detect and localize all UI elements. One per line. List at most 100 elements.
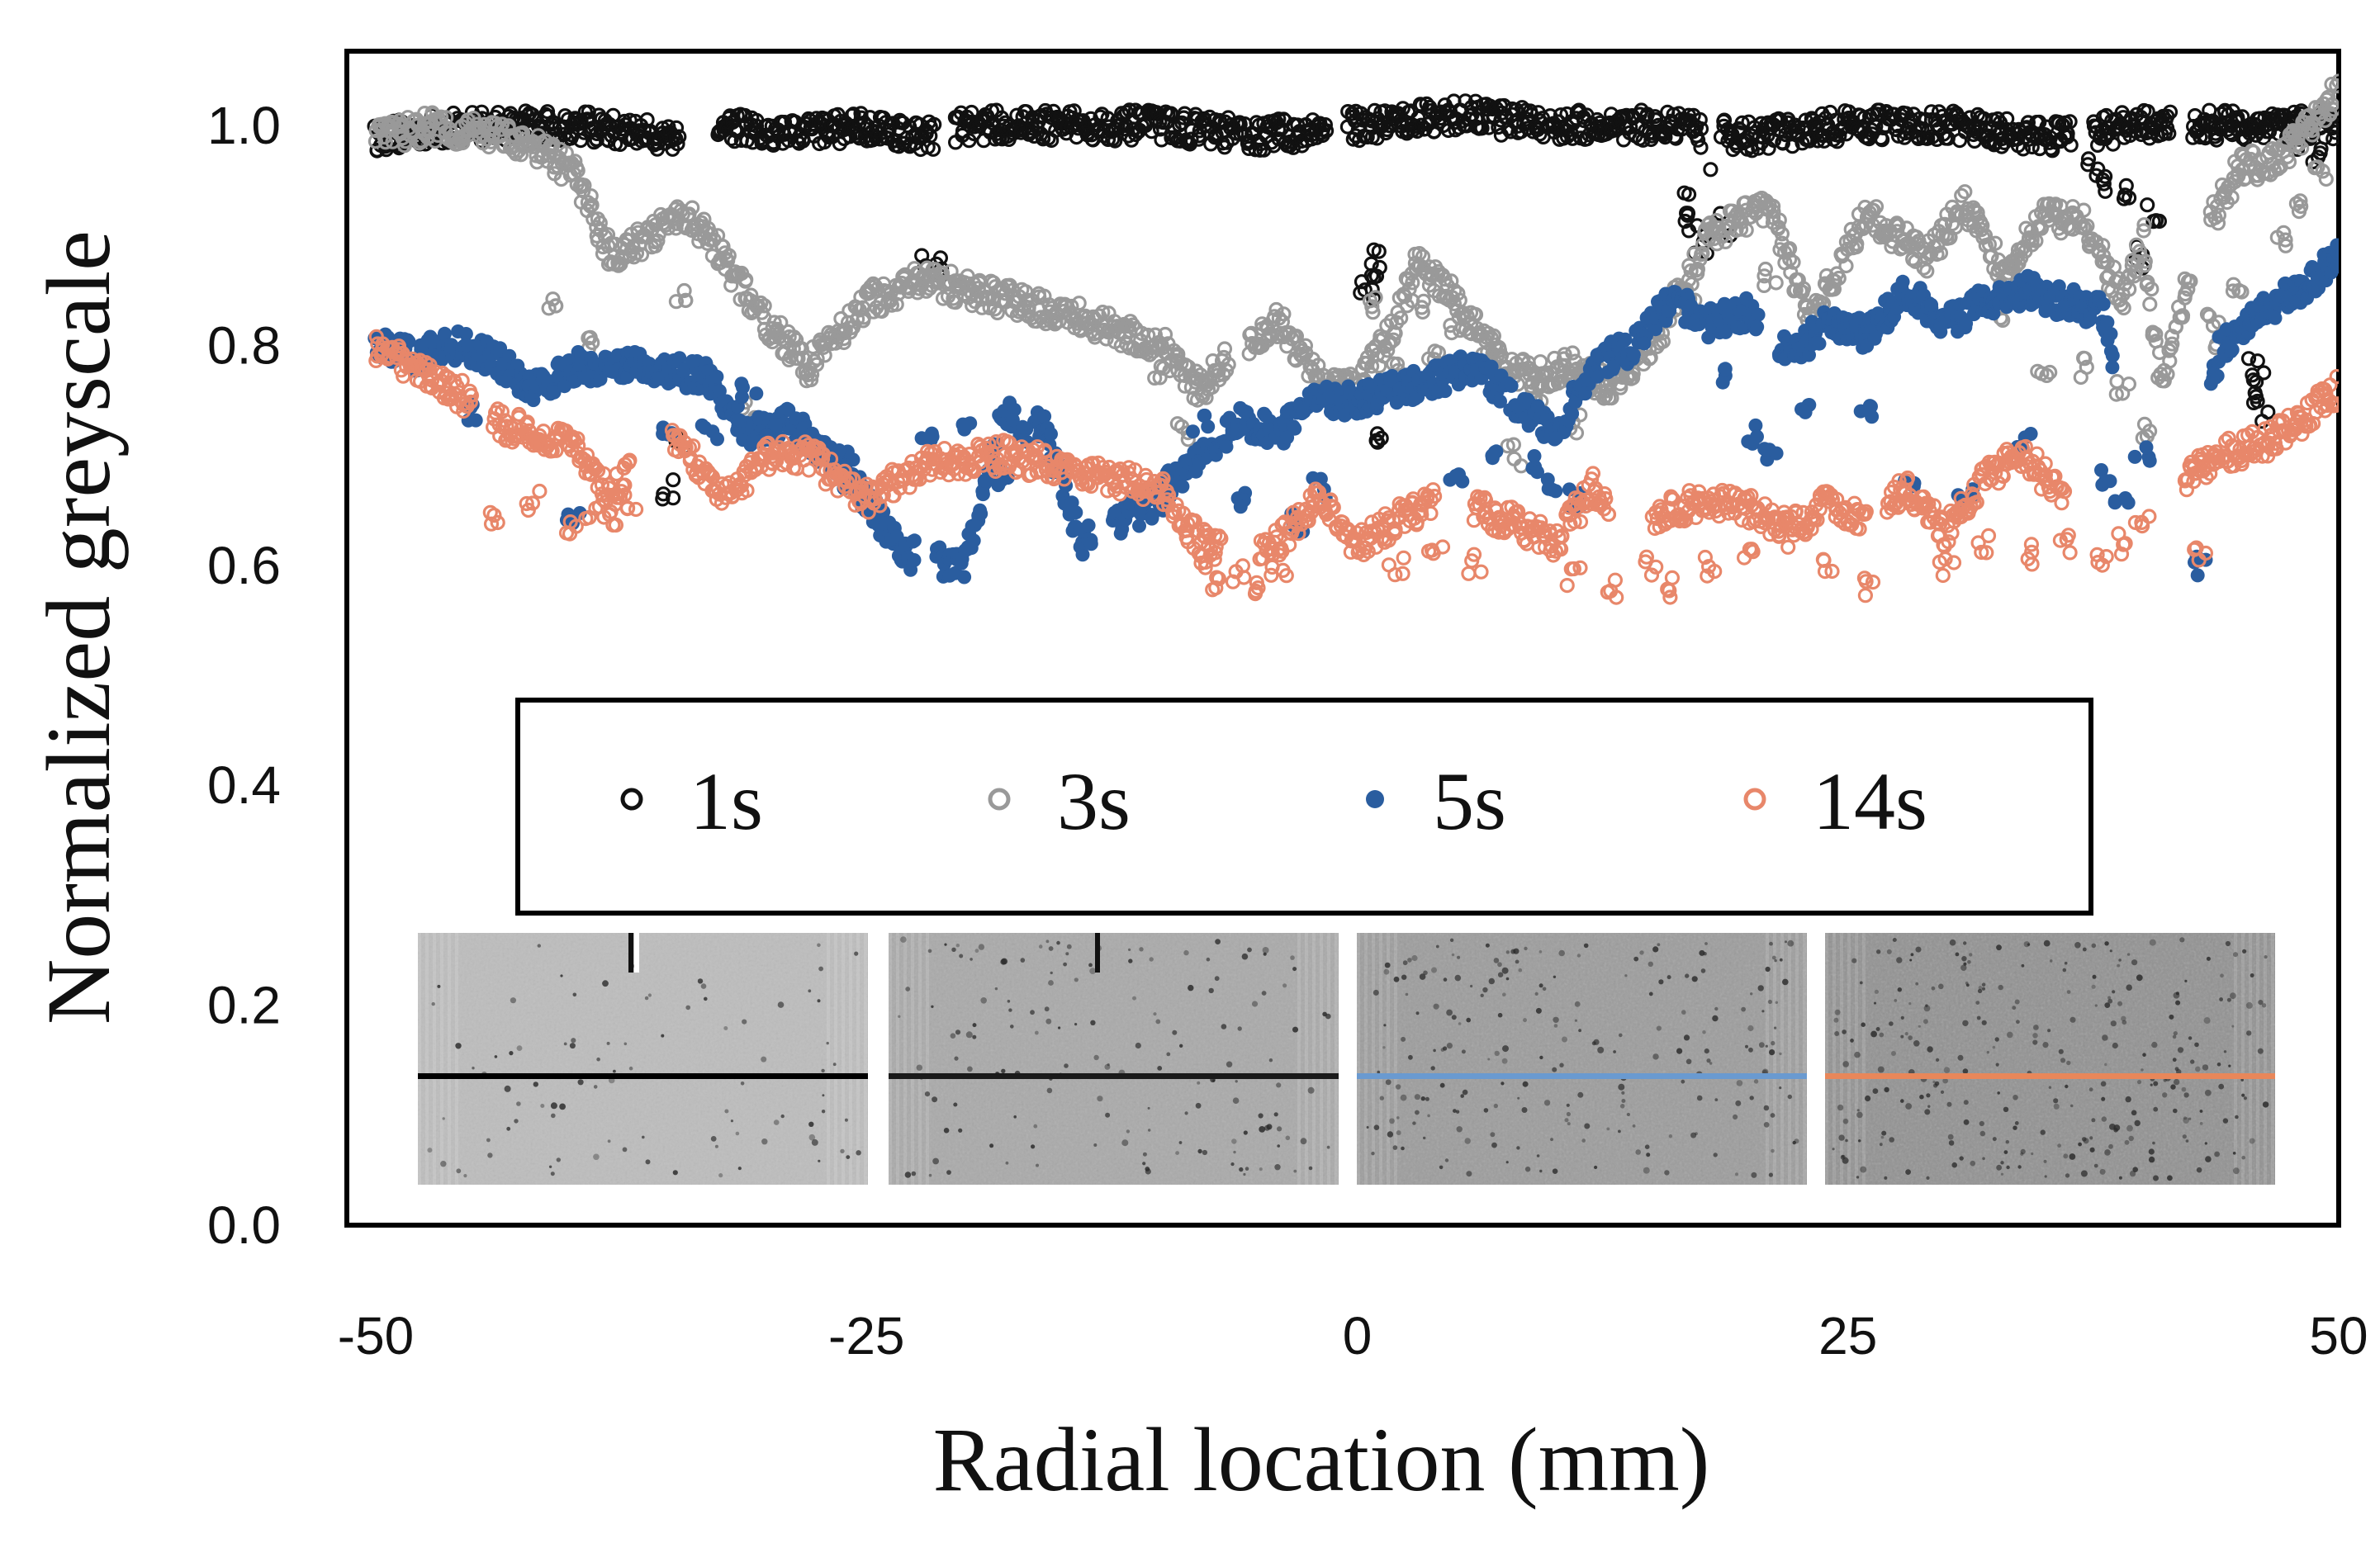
data-point <box>1681 187 1697 202</box>
data-point <box>830 106 846 122</box>
data-point <box>1233 499 1248 514</box>
data-point <box>1454 319 1470 335</box>
data-point <box>2329 259 2339 274</box>
data-point <box>1849 236 1865 252</box>
data-point <box>1015 419 1030 434</box>
data-point <box>2183 273 2198 289</box>
data-point <box>2118 177 2134 193</box>
data-point <box>2117 187 2133 203</box>
data-point <box>1716 112 1733 128</box>
data-point <box>633 247 650 263</box>
data-point <box>2174 310 2190 325</box>
data-point <box>1366 242 1382 258</box>
data-point <box>1690 262 1705 277</box>
data-point <box>2162 104 2179 120</box>
y-axis-ticks: 0.00.20.40.60.81.0 <box>207 96 281 1255</box>
data-point <box>2095 238 2111 253</box>
data-point <box>2313 141 2329 157</box>
data-point <box>2045 143 2060 159</box>
y-tick-label: 0.2 <box>207 976 281 1035</box>
data-point <box>907 533 922 548</box>
data-point <box>1026 128 1042 144</box>
data-point <box>1970 205 1985 220</box>
data-point <box>2033 220 2049 236</box>
data-point <box>1751 307 1766 322</box>
data-point <box>2225 343 2240 357</box>
data-point <box>966 533 981 548</box>
data-point <box>1467 306 1482 322</box>
data-point <box>2096 296 2111 311</box>
data-point <box>1444 273 1459 289</box>
data-point <box>845 319 861 335</box>
data-point <box>671 129 687 144</box>
data-point <box>1044 427 1058 442</box>
data-point <box>1271 111 1287 127</box>
y-tick-label: 0.6 <box>207 536 281 595</box>
data-point <box>2076 202 2092 218</box>
data-point <box>1795 281 1811 296</box>
data-point <box>2126 268 2142 284</box>
data-point <box>1159 345 1175 361</box>
data-point <box>2148 326 2164 342</box>
data-point <box>1862 399 1877 414</box>
data-point <box>1626 348 1641 362</box>
data-point <box>1769 446 1784 461</box>
data-point <box>2268 310 2283 325</box>
data-point <box>2062 114 2078 130</box>
data-point <box>1812 336 1827 351</box>
data-point <box>2103 327 2118 341</box>
data-point <box>670 136 685 152</box>
data-point <box>1093 109 1108 125</box>
data-point <box>1081 518 1096 532</box>
data-point <box>1198 390 1214 405</box>
data-point <box>1485 448 1500 463</box>
data-point <box>2210 215 2226 231</box>
x-tick-label: 0 <box>1343 1306 1373 1366</box>
data-point <box>1957 184 1973 200</box>
data-point <box>505 143 521 159</box>
data-point <box>1100 111 1116 126</box>
data-point <box>1829 266 1845 282</box>
data-point <box>1083 537 1098 551</box>
data-point <box>1692 111 1708 128</box>
data-point <box>1393 310 1409 326</box>
data-point <box>676 282 692 299</box>
data-point <box>1491 120 1506 135</box>
data-point <box>1297 338 1314 353</box>
data-point <box>2210 368 2225 383</box>
x-tick-label: 25 <box>1818 1306 1877 1366</box>
data-point <box>2122 282 2137 297</box>
data-point <box>1718 362 1732 376</box>
data-point <box>1362 293 1378 309</box>
data-point <box>1216 341 1233 357</box>
data-point <box>1774 226 1790 242</box>
data-point <box>1919 263 1935 279</box>
data-point <box>665 490 681 506</box>
data-point <box>1091 308 1107 324</box>
data-point <box>1155 360 1172 376</box>
data-point <box>2325 131 2339 147</box>
data-point <box>1367 102 1382 118</box>
data-point <box>1766 198 1781 214</box>
data-point <box>1170 347 1186 362</box>
data-point <box>2250 393 2265 409</box>
data-point <box>1452 292 1467 308</box>
data-point <box>721 248 737 263</box>
data-point <box>1183 131 1199 147</box>
data-point <box>927 116 942 132</box>
data-point <box>2144 282 2160 297</box>
data-point <box>803 372 819 388</box>
series-1s <box>367 93 2339 507</box>
data-point <box>1870 102 1885 118</box>
data-point <box>2330 90 2339 106</box>
data-point <box>1545 482 1560 497</box>
data-point <box>2060 129 2075 144</box>
data-point <box>957 570 972 585</box>
data-point <box>1368 268 1385 284</box>
data-point <box>1221 357 1236 372</box>
data-point <box>1318 123 1335 139</box>
data-point <box>655 491 671 507</box>
data-point <box>1868 119 1884 135</box>
data-point <box>1386 332 1401 348</box>
data-point <box>2024 237 2040 253</box>
